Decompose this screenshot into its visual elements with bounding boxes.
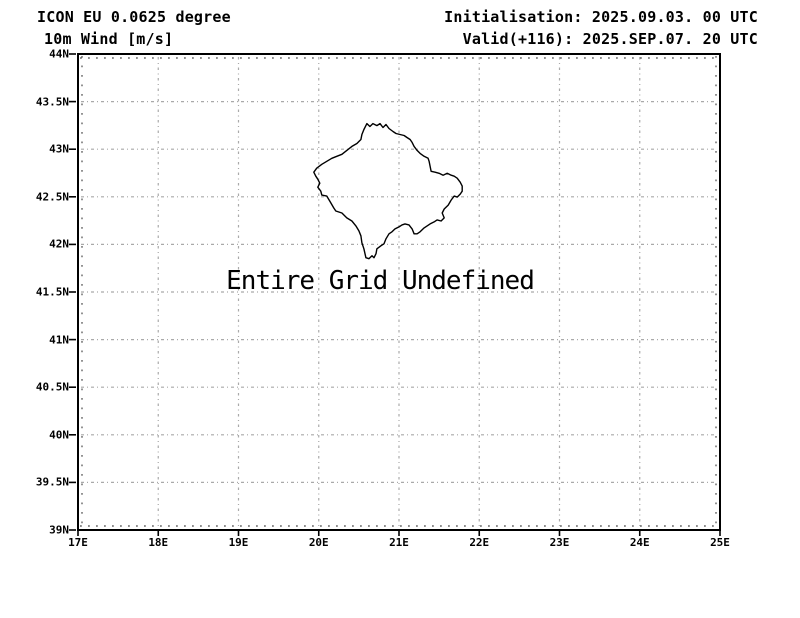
lat-tick-label: 43.5N <box>35 95 69 109</box>
lat-tick-label: 40N <box>49 428 69 442</box>
parameter-title: 10m Wind [m/s] <box>44 30 174 48</box>
lon-tick-label: 22E <box>469 536 490 549</box>
lat-tick-label: 42.5N <box>35 190 69 204</box>
header-left: ICON EU 0.0625 degree 10m Wind [m/s] <box>37 6 231 50</box>
lat-tick-label: 44N <box>49 47 69 61</box>
lon-tick-label: 20E <box>308 536 329 549</box>
lon-tick-label: 19E <box>228 536 249 549</box>
valid-time: Valid(+116): 2025.SEP.07. 20 UTC <box>462 30 758 48</box>
kosovo-border-outline <box>313 122 463 260</box>
lat-tick-label: 43N <box>49 142 69 156</box>
lon-tick-label: 25E <box>710 536 730 549</box>
grid-undefined-message: Entire Grid Undefined <box>226 266 535 296</box>
lat-tick-label: 42N <box>49 237 69 251</box>
lon-tick-label: 24E <box>629 536 650 549</box>
lat-tick-label: 41.5N <box>35 285 69 299</box>
lat-tick-label: 39N <box>49 523 69 537</box>
lat-tick-label: 40.5N <box>35 380 69 394</box>
map-frame <box>77 53 721 531</box>
lon-tick-label: 23E <box>549 536 570 549</box>
lon-tick-label: 17E <box>68 536 88 549</box>
initialisation-time: Initialisation: 2025.09.03. 00 UTC <box>444 8 758 26</box>
lat-tick-label: 41N <box>49 333 69 347</box>
lon-tick-label: 21E <box>389 536 409 549</box>
lat-tick-label: 39.5N <box>35 475 69 489</box>
model-title: ICON EU 0.0625 degree <box>37 8 231 26</box>
lon-tick-label: 18E <box>148 536 169 549</box>
header-right: Initialisation: 2025.09.03. 00 UTC Valid… <box>444 6 758 50</box>
